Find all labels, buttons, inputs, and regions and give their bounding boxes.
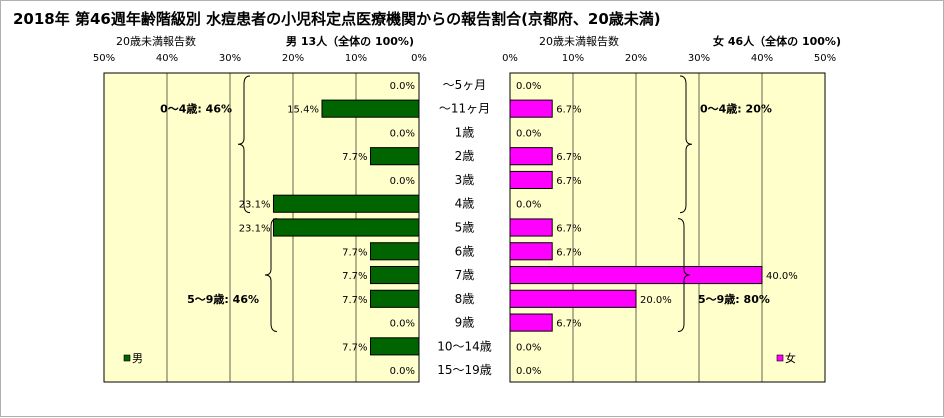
female-bar [509,147,553,166]
female-header-total: 女 46人（全体の 100%) [713,34,841,48]
female-bar [509,218,553,237]
category-label: 2歳 [455,149,475,163]
category-label: 6歳 [455,244,475,258]
female-data-label: 6.7% [556,105,581,116]
female-legend-swatch [776,354,784,362]
female-data-label: 6.7% [556,247,581,258]
category-labels: ～5ヶ月 ～11ヶ月 1歳 2歳 3歳 4歳 5歳 6歳 7歳 8歳 9歳 10～14歳 15～19歳 [437,78,492,377]
male-tick-label: 40% [156,53,178,64]
chart-title: 2018年 第46週年齢階級別 水痘患者の小児科定点医療機関からの報告割合(京都… [13,10,661,28]
male-bar [321,99,420,118]
category-label: 1歳 [455,125,475,139]
female-group-label: 0～4歳: 20% [700,102,772,116]
female-data-label: 6.7% [556,224,581,235]
female-tick-label: 10% [562,53,584,64]
male-tick-label: 50% [93,53,115,64]
female-plot-area [509,72,826,383]
male-tick-label: 10% [345,53,367,64]
male-tick-label: 20% [282,53,304,64]
male-bar [369,337,420,356]
male-data-label: 7.7% [342,247,367,258]
male-data-label: 15.4% [287,105,319,116]
female-data-label: 0.0% [516,128,541,139]
category-label: ～11ヶ月 [439,102,490,116]
male-group-brace [264,218,278,332]
female-bar [509,289,637,308]
male-bar [369,265,420,285]
female-tick-label: 0% [502,53,518,64]
female-header-count: 20歳未満報告数 [539,35,619,48]
female-data-label: 40.0% [766,271,798,282]
male-data-label: 7.7% [342,152,367,163]
female-legend-label: 女 [785,351,796,365]
female-data-label: 6.7% [556,152,581,163]
female-bar [509,242,553,261]
female-group-brace [679,75,693,214]
female-data-label: 6.7% [556,319,581,330]
female-data-label: 0.0% [516,81,541,92]
category-label: ～5ヶ月 [443,78,487,92]
male-legend-swatch [123,354,131,362]
female-tick-label: 40% [751,53,773,64]
female-data-label: 0.0% [516,366,541,377]
category-label: 5歳 [455,221,475,235]
male-data-label: 7.7% [342,271,367,282]
male-bar [369,289,420,308]
female-tick-label: 20% [625,53,647,64]
category-label: 7歳 [455,268,475,282]
male-tick-label: 0% [411,53,427,64]
male-data-label: 7.7% [342,342,367,353]
category-label: 8歳 [455,292,475,306]
male-data-label: 23.1% [239,200,271,211]
male-data-label: 0.0% [390,81,415,92]
male-bar [272,194,420,213]
male-legend-label: 男 [132,352,143,365]
female-bar [509,99,553,118]
female-data-label: 0.0% [516,200,541,211]
male-header-count: 20歳未満報告数 [116,35,196,48]
category-label: 3歳 [455,173,475,187]
male-data-label: 0.0% [390,128,415,139]
category-label: 9歳 [455,316,475,330]
male-bar [272,218,420,237]
female-data-label: 20.0% [640,295,672,306]
category-label: 10～14歳 [437,339,492,353]
female-data-label: 6.7% [556,176,581,187]
female-bar [509,170,553,190]
male-data-label: 23.1% [239,224,271,235]
male-data-label: 0.0% [390,319,415,330]
male-header-total: 男 13人（全体の 100%) [286,34,414,48]
female-tick-label: 50% [814,53,836,64]
category-label: 15～19歳 [437,363,492,377]
female-bar [509,265,763,285]
male-data-label: 7.7% [342,295,367,306]
male-tick-label: 30% [219,53,241,64]
male-data-label: 0.0% [390,366,415,377]
female-bar [509,313,553,332]
male-bar [369,147,420,166]
category-label: 4歳 [455,197,475,211]
female-group-label: 5～9歳: 80% [698,292,770,306]
male-data-label: 0.0% [390,176,415,187]
female-tick-label: 30% [688,53,710,64]
male-bar [369,242,420,261]
female-panel: 0% 10% 20% 30% 40% 50% 20歳未満報告数 女 46人（全体の 100%)… [502,34,841,383]
male-group-brace [237,75,251,214]
female-data-label: 0.0% [516,342,541,353]
male-panel: 50% 40% 30% 20% 10% 0% 20歳未満報告数 男 13人（全体の 100%)… [93,34,427,383]
male-group-label: 5～9歳: 46% [187,292,259,306]
female-group-brace [677,218,691,332]
male-group-label: 0～4歳: 46% [160,102,232,116]
